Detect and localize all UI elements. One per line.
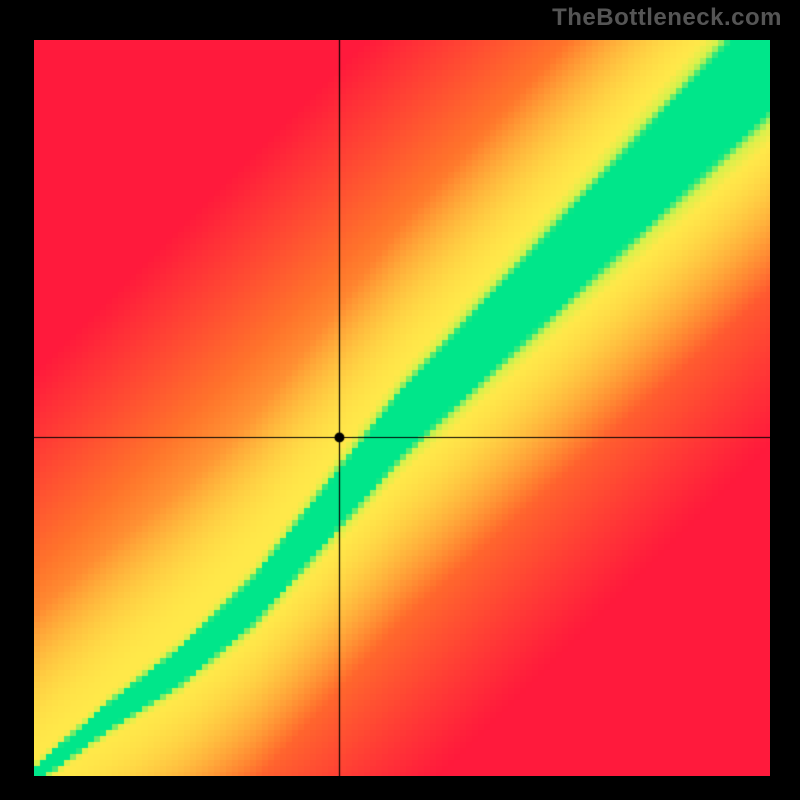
crosshair-overlay bbox=[34, 40, 770, 776]
watermark-label: TheBottleneck.com bbox=[552, 4, 782, 32]
